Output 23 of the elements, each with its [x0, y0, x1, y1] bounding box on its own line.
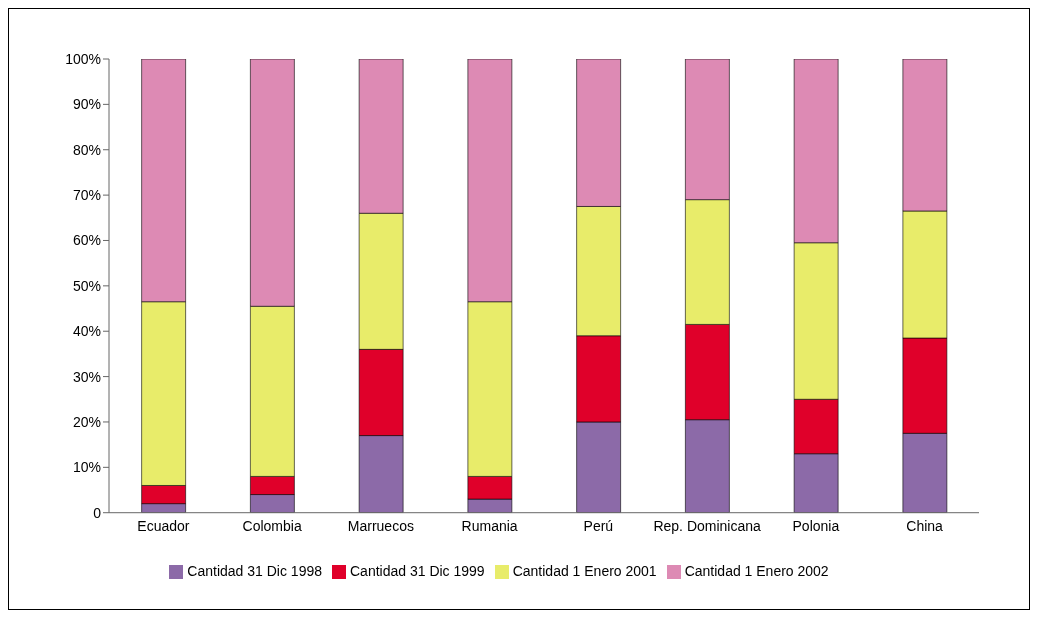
y-tick-label: 100%: [65, 50, 101, 67]
x-tick-label: Polonia: [792, 517, 840, 534]
x-tick-label: Rep. Dominicana: [653, 517, 762, 534]
y-tick-label: 90%: [72, 96, 101, 113]
x-tick-label: Perú: [583, 517, 614, 534]
legend-label: Cantidad 31 Dic 1998: [187, 562, 322, 579]
y-tick-label: 0: [93, 504, 102, 521]
y-tick-label: 60%: [72, 232, 101, 249]
y-tick-label: 80%: [72, 141, 101, 158]
legend-label: Cantidad 1 Enero 2001: [512, 562, 657, 579]
y-tick-label: 40%: [72, 323, 101, 340]
legend-label: Cantidad 31 Dic 1999: [350, 562, 485, 579]
y-tick-label: 50%: [72, 277, 101, 294]
y-tick-label: 20%: [72, 413, 101, 430]
x-tick-label: Colombia: [242, 517, 302, 534]
y-tick-label: 70%: [72, 187, 101, 204]
x-tick-label: China: [906, 517, 944, 534]
x-tick-label: Marruecos: [347, 517, 414, 534]
x-tick-label: Rumania: [461, 517, 518, 534]
legend-label: Cantidad 1 Enero 2002: [684, 562, 829, 579]
x-tick-label: Ecuador: [137, 517, 190, 534]
y-tick-label: 10%: [72, 459, 101, 476]
y-tick-label: 30%: [72, 368, 101, 385]
